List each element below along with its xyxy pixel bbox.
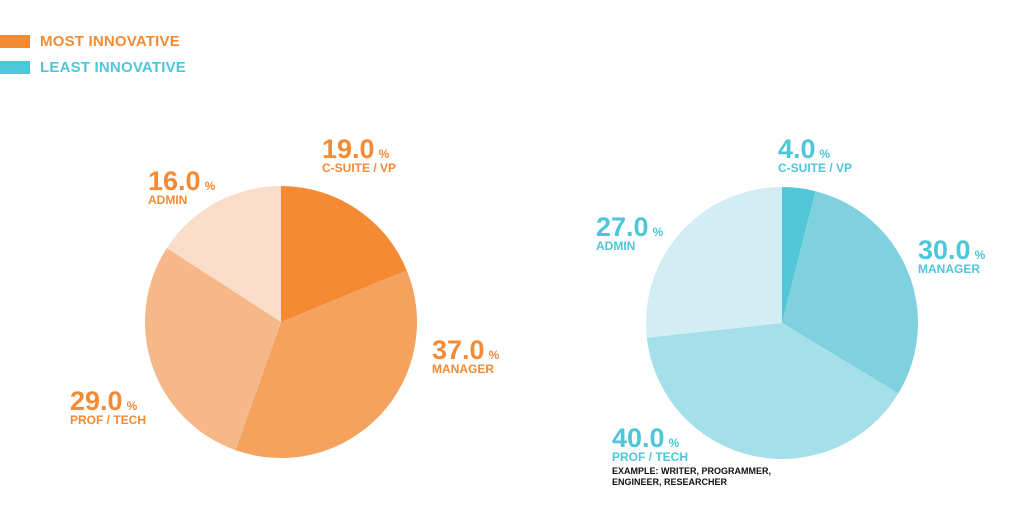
slice-unit: % [205, 179, 216, 193]
slice-unit: % [127, 399, 138, 413]
slice-category-label: ADMIN [148, 193, 187, 207]
slice-unit: % [489, 348, 500, 362]
slice-value: 30.0 [918, 235, 971, 265]
pie-slice-manager [235, 270, 418, 459]
slice-value: 27.0 [596, 212, 649, 242]
slice-value-label: 29.0% [70, 386, 138, 416]
slice-category-label: PROF / TECH [70, 413, 146, 427]
legend-swatch-most-innovative [0, 34, 30, 48]
slice-note: EXAMPLE: WRITER, PROGRAMMER, [612, 466, 771, 476]
slice-value: 37.0 [432, 335, 485, 365]
slice-category-label: MANAGER [432, 362, 494, 376]
slice-value-label: 30.0% [918, 235, 986, 265]
slice-value-label: 16.0% [148, 166, 216, 196]
slice-category-label: ADMIN [596, 239, 635, 253]
slice-value-label: 40.0% [612, 423, 680, 453]
pie-slice-manager [782, 191, 918, 394]
slice-value-label: 27.0% [596, 212, 664, 242]
slice-unit: % [820, 147, 831, 161]
slice-value-label: 4.0% [778, 134, 831, 164]
legend-label-most-innovative: MOST INNOVATIVE [40, 32, 180, 50]
pie-slice-admin [166, 186, 281, 322]
slice-value: 29.0 [70, 386, 123, 416]
pie-slice-prof-tech [646, 323, 899, 459]
slice-note: ENGINEER, RESEARCHER [612, 477, 728, 487]
slice-category-label: C-SUITE / VP [322, 161, 396, 175]
slice-value: 19.0 [322, 134, 375, 164]
slice-value-label: 37.0% [432, 335, 500, 365]
slice-category-label: C-SUITE / VP [778, 161, 852, 175]
slice-unit: % [975, 248, 986, 262]
slice-value: 16.0 [148, 166, 201, 196]
legend-swatch-least-innovative [0, 60, 30, 74]
slice-unit: % [653, 225, 664, 239]
slice-value: 40.0 [612, 423, 665, 453]
slice-value: 4.0 [778, 134, 816, 164]
pie-slice-c-suite-vp [281, 186, 407, 322]
slice-value-label: 19.0% [322, 134, 390, 164]
slice-category-label: PROF / TECH [612, 450, 688, 464]
pie-slice-prof-tech [144, 247, 281, 451]
legend-item-most-innovative: MOST INNOVATIVE [0, 28, 186, 54]
legend-label-least-innovative: LEAST INNOVATIVE [40, 58, 186, 76]
slice-category-label: MANAGER [918, 262, 980, 276]
pie-slice-c-suite-vp [782, 187, 816, 323]
pie-slice-admin [646, 187, 782, 338]
legend: MOST INNOVATIVE LEAST INNOVATIVE [0, 28, 186, 80]
slice-unit: % [669, 436, 680, 450]
slice-unit: % [379, 147, 390, 161]
legend-item-least-innovative: LEAST INNOVATIVE [0, 54, 186, 80]
